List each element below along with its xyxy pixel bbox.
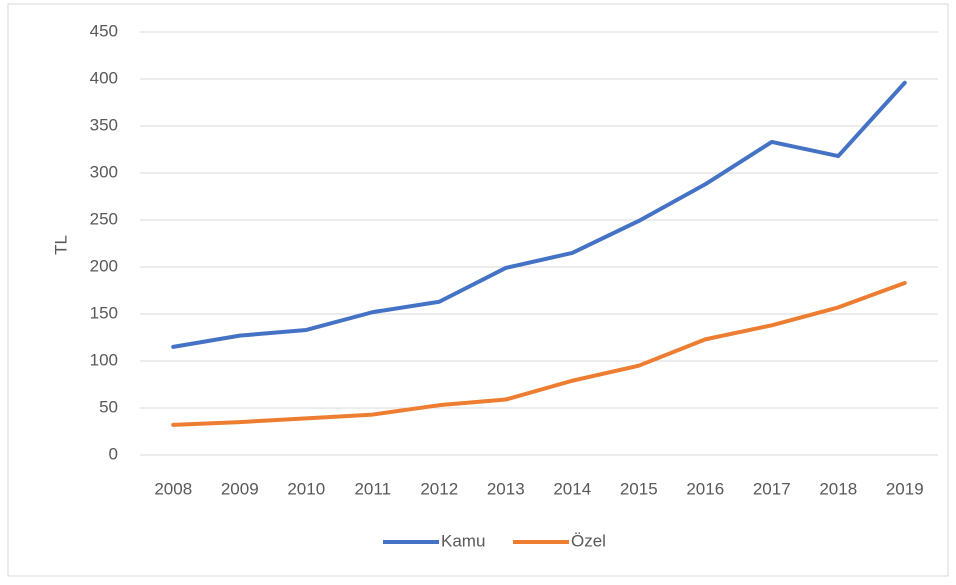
x-tick-label: 2015 [620,479,658,498]
y-axis-label: TL [51,235,70,255]
x-tick-label: 2016 [686,479,724,498]
x-tick-label: 2017 [753,479,791,498]
legend-label: Özel [571,531,606,550]
x-tick-label: 2009 [221,479,259,498]
x-tick-label: 2013 [487,479,525,498]
x-tick-label: 2018 [819,479,857,498]
y-tick-label: 0 [109,444,118,463]
x-tick-label: 2008 [154,479,192,498]
y-tick-label: 100 [90,350,118,369]
y-tick-label: 450 [90,21,118,40]
y-tick-label: 300 [90,162,118,181]
y-tick-label: 200 [90,256,118,275]
y-tick-label: 400 [90,68,118,87]
y-tick-label: 150 [90,303,118,322]
y-tick-label: 350 [90,115,118,134]
x-tick-label: 2012 [420,479,458,498]
legend-label: Kamu [441,531,485,550]
x-tick-label: 2014 [553,479,591,498]
x-tick-label: 2011 [354,479,391,498]
chart-border [7,3,949,577]
y-tick-label: 50 [99,397,118,416]
series-line [171,80,907,349]
x-tick-label: 2019 [886,479,924,498]
x-tick-label: 2010 [287,479,325,498]
y-tick-label: 250 [90,209,118,228]
series-line [171,280,907,427]
